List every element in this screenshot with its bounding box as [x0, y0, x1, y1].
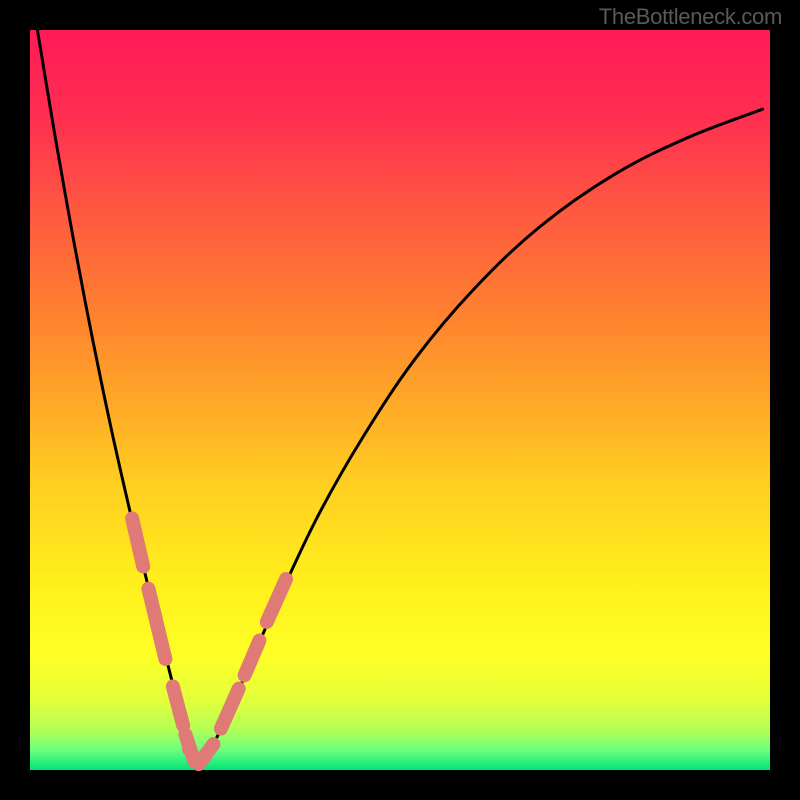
plot-gradient-background	[30, 30, 770, 770]
curve-marker-dot	[182, 742, 196, 756]
chart-canvas	[0, 0, 800, 800]
watermark-text: TheBottleneck.com	[599, 4, 782, 30]
curve-marker-dot	[198, 750, 212, 764]
chart-root: TheBottleneck.com	[0, 0, 800, 800]
